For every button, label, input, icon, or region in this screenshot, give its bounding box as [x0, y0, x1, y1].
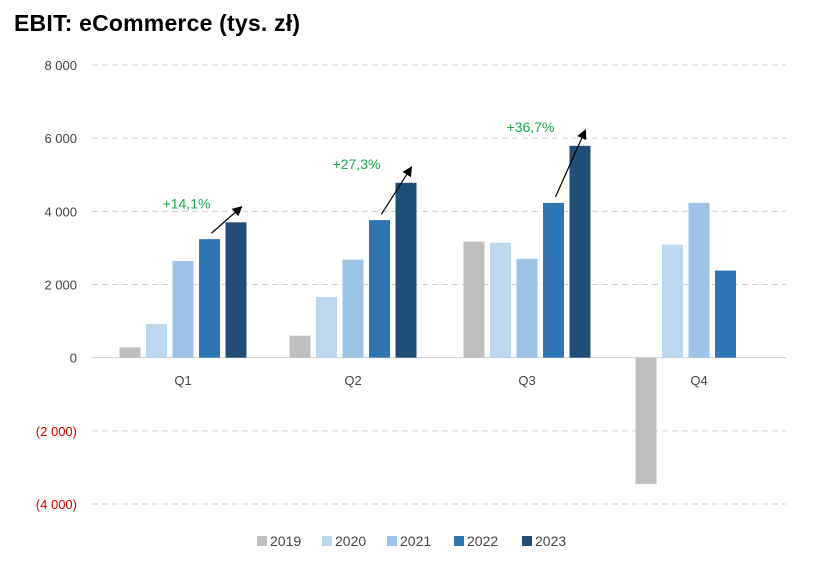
legend-label-2019: 2019 [270, 533, 301, 549]
growth-arrow [380, 166, 413, 215]
bar-q2-2023 [395, 182, 417, 358]
bar-q3-2023 [569, 145, 591, 358]
bar-q1-2020 [146, 324, 167, 358]
x-tick-label: Q2 [344, 373, 361, 388]
bar-q3-2022 [543, 202, 564, 358]
y-tick-label: 2 000 [44, 278, 77, 293]
bar-q2-2021 [342, 259, 364, 358]
y-tick-label: 6 000 [44, 131, 77, 146]
bar-q4-2022 [715, 270, 736, 358]
bar-q3-2019 [463, 241, 485, 358]
y-tick-label: (2 000) [36, 424, 77, 439]
y-tick-label: (4 000) [36, 497, 77, 512]
bar-q2-2019 [289, 335, 311, 358]
legend-swatch-2020 [322, 536, 332, 546]
legend-label-2021: 2021 [400, 533, 431, 549]
bar-q1-2019 [119, 347, 141, 358]
bar-q1-2023 [225, 222, 247, 358]
bar-q1-2021 [172, 261, 194, 358]
legend-label-2022: 2022 [467, 533, 498, 549]
bar-q4-2019 [635, 357, 657, 484]
y-axis: 8 000 6 000 4 000 2 000 0 (2 000) (4 000) [36, 58, 77, 512]
growth-arrow [554, 129, 587, 198]
legend-swatch-2019 [257, 536, 267, 546]
chart-title: EBIT: eCommerce (tys. zł) [14, 10, 301, 36]
y-tick-label: 8 000 [44, 58, 77, 73]
bar-q2-2022 [369, 220, 390, 358]
annotations: +14,1% +27,3% +36,7% [163, 119, 587, 234]
growth-label: +36,7% [507, 119, 555, 135]
bar-q4-2021 [688, 202, 710, 358]
legend-label-2020: 2020 [335, 533, 366, 549]
bar-q1-2022 [199, 239, 220, 358]
growth-label: +27,3% [333, 156, 381, 172]
x-axis: Q1 Q2 Q3 Q4 [174, 373, 707, 388]
y-tick-label: 4 000 [44, 204, 77, 219]
legend-swatch-2021 [387, 536, 397, 546]
x-tick-label: Q4 [690, 373, 707, 388]
legend-swatch-2023 [522, 536, 532, 546]
bar-q2-2020 [316, 296, 337, 358]
bar-q4-2020 [662, 244, 683, 358]
y-tick-label: 0 [70, 351, 77, 366]
growth-label: +14,1% [163, 195, 211, 211]
legend: 2019 2020 2021 2022 2023 [257, 533, 566, 549]
x-tick-label: Q3 [518, 373, 535, 388]
legend-swatch-2022 [454, 536, 464, 546]
x-tick-label: Q1 [174, 373, 191, 388]
growth-arrow [211, 205, 243, 234]
bar-q3-2021 [516, 258, 538, 358]
legend-label-2023: 2023 [535, 533, 566, 549]
bars [119, 145, 736, 484]
bar-q3-2020 [490, 242, 511, 358]
